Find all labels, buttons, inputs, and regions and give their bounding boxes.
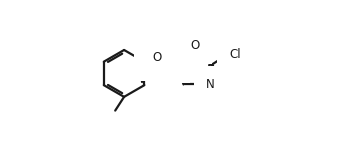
Text: N: N: [170, 58, 178, 71]
Text: O: O: [191, 39, 200, 52]
Text: N: N: [206, 78, 215, 91]
Text: Cl: Cl: [229, 48, 241, 61]
Text: O: O: [152, 51, 161, 63]
